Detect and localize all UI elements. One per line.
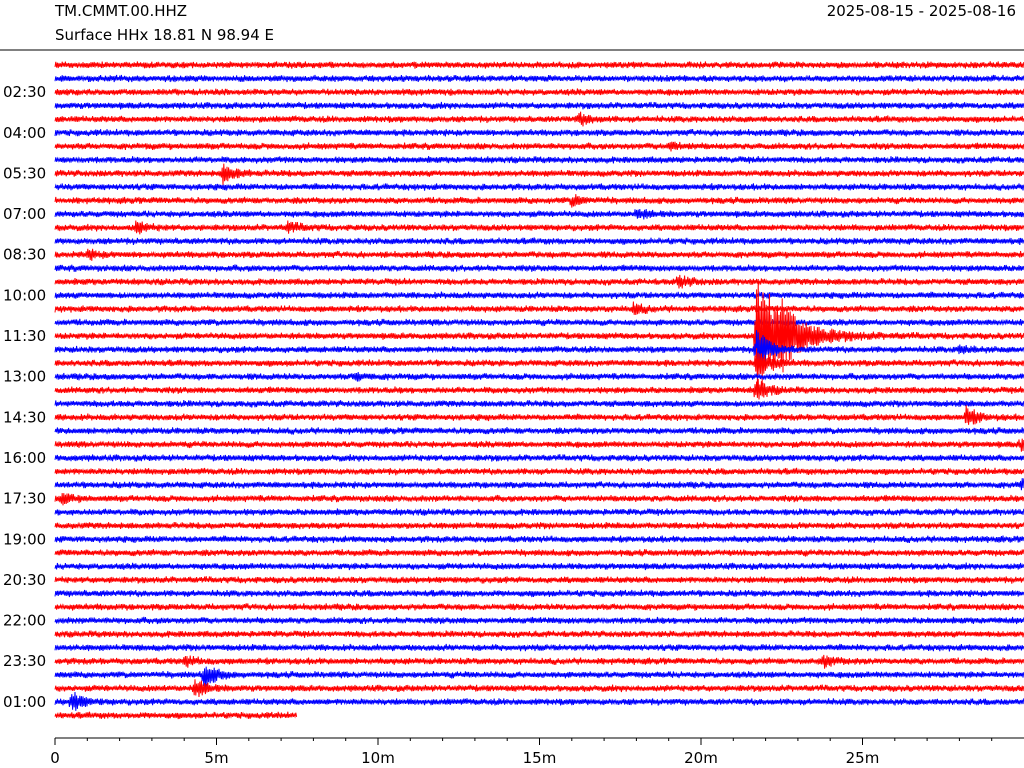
date-range: 2025-08-15 - 2025-08-16 xyxy=(826,2,1016,20)
x-tick-label: 5m xyxy=(204,749,228,767)
seismogram-trace xyxy=(54,643,1024,652)
seismogram-trace xyxy=(54,691,1024,711)
seismogram-trace xyxy=(54,141,1024,152)
seismogram-trace xyxy=(54,467,1024,476)
y-tick-label: 11:30 xyxy=(3,327,46,345)
x-tick-label: 20m xyxy=(684,749,718,767)
seismogram-trace xyxy=(54,278,1024,387)
seismogram-trace xyxy=(54,438,1024,452)
seismogram-trace xyxy=(54,679,1024,698)
seismogram-trace xyxy=(54,562,1024,571)
seismogram-trace xyxy=(54,548,1024,557)
seismogram-trace xyxy=(54,521,1024,530)
seismogram-trace xyxy=(54,666,1024,689)
seismogram-trace xyxy=(54,654,1024,669)
x-tick-label: 15m xyxy=(523,749,557,767)
seismogram-trace xyxy=(54,163,1024,185)
station-code: TM.CMMT.00.HHZ xyxy=(55,2,188,20)
y-tick-label: 19:00 xyxy=(3,530,46,548)
seismogram-trace xyxy=(54,264,1024,273)
y-tick-label: 23:30 xyxy=(3,652,46,670)
x-tick-label: 25m xyxy=(846,749,880,767)
seismogram-trace xyxy=(54,220,1024,235)
seismogram-trace xyxy=(54,61,1024,69)
seismogram-trace xyxy=(54,111,1024,127)
seismogram-trace xyxy=(54,478,1024,491)
seismogram-trace xyxy=(54,301,1024,316)
y-tick-label: 13:00 xyxy=(3,368,46,386)
seismogram-trace xyxy=(54,248,1024,261)
seismogram-trace xyxy=(54,493,1024,506)
y-tick-label: 07:00 xyxy=(3,205,46,223)
seismogram-trace xyxy=(54,372,1024,382)
y-tick-label: 02:30 xyxy=(3,83,46,101)
seismogram-trace xyxy=(54,576,1024,584)
seismogram-trace xyxy=(54,535,1024,544)
x-tick-label: 10m xyxy=(361,749,395,767)
seismogram-trace xyxy=(54,101,1024,110)
seismogram-trace xyxy=(54,405,1024,425)
seismogram-trace xyxy=(54,330,1024,369)
seismogram-trace xyxy=(54,603,1024,611)
seismogram-trace xyxy=(54,711,298,720)
station-location: Surface HHx 18.81 N 98.94 E xyxy=(55,26,275,44)
seismogram-trace xyxy=(54,427,1024,435)
y-tick-label: 17:30 xyxy=(3,490,46,508)
seismogram-trace xyxy=(54,182,1024,191)
seismogram-trace xyxy=(54,508,1024,516)
seismogram-trace xyxy=(54,274,1024,289)
seismogram-trace xyxy=(54,208,1024,220)
seismogram-trace xyxy=(54,88,1024,96)
y-tick-label: 16:00 xyxy=(3,449,46,467)
seismogram-trace xyxy=(54,128,1024,137)
y-axis-labels: 02:30 04:00 05:30 07:00 08:30 10:00 11:30 13:00… xyxy=(3,83,46,711)
y-tick-label: 10:00 xyxy=(3,286,46,304)
seismogram-trace xyxy=(54,155,1024,164)
y-tick-label: 05:30 xyxy=(3,164,46,182)
seismogram-trace xyxy=(54,291,1024,300)
seismogram-trace xyxy=(54,454,1024,462)
seismogram-trace xyxy=(54,194,1024,208)
seismogram-trace xyxy=(54,630,1024,638)
seismogram-trace xyxy=(54,348,1024,378)
seismogram-trace xyxy=(54,399,1024,408)
y-tick-label: 22:00 xyxy=(3,612,46,630)
seismogram-trace xyxy=(54,237,1024,246)
y-tick-label: 14:30 xyxy=(3,408,46,426)
y-tick-label: 20:30 xyxy=(3,571,46,589)
seismogram-trace xyxy=(54,589,1024,598)
seismogram-trace xyxy=(54,378,1024,400)
seismogram-trace xyxy=(54,74,1024,83)
seismogram-trace xyxy=(54,616,1024,625)
x-axis: 0 5m 10m 15m 20m 25m xyxy=(50,737,1024,767)
y-tick-label: 08:30 xyxy=(3,246,46,264)
x-tick-label: 0 xyxy=(50,749,60,767)
y-tick-label: 01:00 xyxy=(3,693,46,711)
seismogram-trace xyxy=(54,318,1024,327)
seismogram-traces xyxy=(54,61,1024,720)
y-tick-label: 04:00 xyxy=(3,124,46,142)
